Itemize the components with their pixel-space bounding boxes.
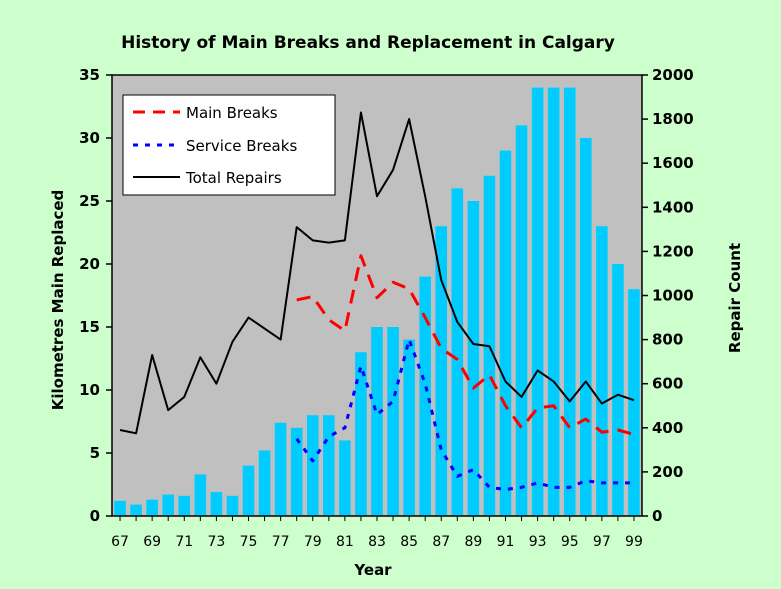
bar-78 — [290, 427, 303, 516]
bar-67 — [114, 500, 126, 516]
x-tick-label-81: 81 — [336, 534, 354, 550]
y2-tick-label-200: 200 — [652, 463, 683, 481]
x-tick-label-89: 89 — [464, 534, 482, 550]
bar-71 — [178, 495, 191, 516]
bar-84 — [387, 327, 399, 516]
y-tick-label-0: 0 — [90, 507, 100, 525]
y-tick-label-30: 30 — [79, 129, 100, 147]
left-axis: 0 5 10 15 20 25 30 35 — [79, 66, 112, 525]
bar-83 — [371, 327, 383, 516]
y2-tick-label-600: 600 — [652, 375, 683, 393]
x-tick-label-99: 99 — [625, 534, 643, 550]
bar-69 — [146, 499, 158, 516]
legend-label-main-breaks: Main Breaks — [186, 104, 278, 122]
x-tick-label-95: 95 — [561, 534, 579, 550]
y2-tick-label-1400: 1400 — [652, 198, 694, 216]
bar-74 — [226, 495, 239, 516]
bar-70 — [162, 494, 174, 516]
bar-82 — [355, 352, 367, 516]
y2-tick-label-0: 0 — [652, 507, 662, 525]
bar-92 — [515, 125, 528, 517]
y-tick-label-5: 5 — [90, 444, 100, 462]
x-tick-label-83: 83 — [368, 534, 386, 550]
x-tick-label-79: 79 — [304, 534, 322, 550]
x-tick-label-93: 93 — [529, 534, 547, 550]
bar-99 — [628, 289, 640, 516]
x-tick-label-69: 69 — [143, 534, 161, 550]
y-axis-title: Kilometres Main Replaced — [49, 190, 67, 411]
bar-77 — [274, 422, 287, 516]
bar-87 — [435, 226, 448, 516]
bar-94 — [547, 87, 560, 516]
y2-tick-label-1800: 1800 — [652, 110, 694, 128]
y-tick-label-15: 15 — [79, 318, 100, 336]
chart-title: History of Main Breaks and Replacement i… — [121, 33, 615, 53]
legend-label-service-breaks: Service Breaks — [186, 137, 297, 155]
y2-tick-label-1600: 1600 — [652, 154, 694, 172]
x-tick-label-85: 85 — [400, 534, 418, 550]
y2-tick-label-1000: 1000 — [652, 287, 694, 305]
x-axis: 67 69 71 73 75 77 79 81 83 85 87 89 91 93 95 97 99 — [111, 516, 643, 550]
x-tick-label-91: 91 — [497, 534, 515, 550]
x-tick-label-75: 75 — [240, 534, 258, 550]
x-axis-title: Year — [353, 561, 392, 579]
bar-76 — [258, 450, 271, 516]
legend: Main Breaks Service Breaks Total Repairs — [122, 94, 336, 196]
y2-tick-label-1200: 1200 — [652, 242, 694, 260]
x-tick-label-87: 87 — [432, 534, 450, 550]
series-line-total-repairs — [119, 111, 635, 435]
bar-79 — [306, 415, 319, 516]
y-tick-label-35: 35 — [79, 66, 100, 84]
y-tick-label-10: 10 — [79, 381, 100, 399]
bar-75 — [242, 465, 255, 516]
y-tick-label-25: 25 — [79, 192, 100, 210]
bar-89 — [467, 201, 480, 516]
legend-label-total-repairs: Total Repairs — [185, 169, 282, 187]
bar-91 — [499, 150, 512, 516]
series-line-main-breaks — [296, 254, 635, 436]
bar-73 — [210, 492, 223, 516]
line-series — [119, 111, 635, 492]
bar-68 — [130, 504, 142, 516]
x-tick-label-73: 73 — [207, 534, 225, 550]
y-tick-label-20: 20 — [79, 255, 100, 273]
bar-86 — [419, 276, 431, 516]
x-tick-label-77: 77 — [272, 534, 290, 550]
y2-axis-title: Repair Count — [726, 243, 744, 353]
y2-tick-label-400: 400 — [652, 419, 683, 437]
y2-tick-label-800: 800 — [652, 331, 683, 349]
bar-98 — [612, 264, 624, 516]
bar-96 — [580, 138, 592, 516]
x-tick-label-71: 71 — [175, 534, 193, 550]
bar-88 — [451, 188, 464, 516]
right-axis: 0 200 400 600 800 1000 1200 1400 1600 1800 2000 — [642, 66, 694, 525]
x-tick-label-97: 97 — [593, 534, 611, 550]
bar-95 — [563, 87, 576, 516]
bar-80 — [323, 415, 335, 516]
bar-93 — [531, 87, 544, 516]
bar-97 — [596, 226, 608, 516]
y2-tick-label-2000: 2000 — [652, 66, 694, 84]
x-tick-label-67: 67 — [111, 534, 129, 550]
bar-81 — [339, 440, 351, 516]
bar-85 — [403, 339, 415, 516]
bar-72 — [194, 474, 207, 516]
